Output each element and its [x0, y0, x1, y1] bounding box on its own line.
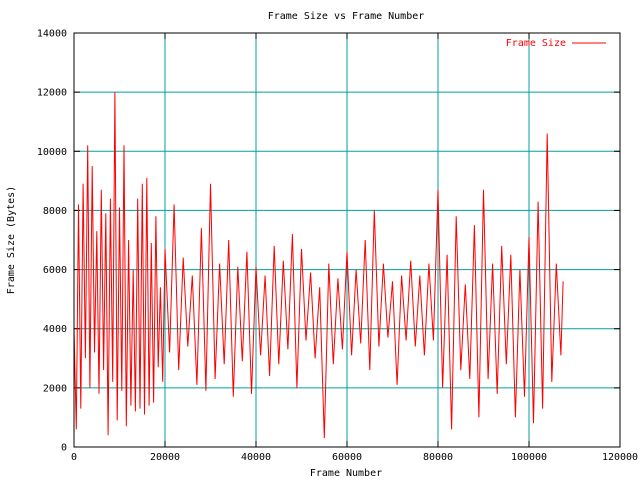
y-tick-label: 12000 — [37, 88, 67, 99]
plot-series — [73, 92, 564, 439]
x-tick-label: 60000 — [332, 452, 362, 463]
y-tick-label: 10000 — [37, 147, 67, 158]
x-tick-label: 80000 — [423, 452, 453, 463]
x-tick-labels: 0 20000 40000 60000 80000 100000 120000 — [71, 452, 638, 463]
chart-title: Frame Size vs Frame Number — [268, 11, 425, 22]
y-tick-labels: 0 2000 4000 6000 8000 10000 12000 14000 — [37, 29, 67, 454]
x-tick-label: 40000 — [241, 452, 271, 463]
series-line-frame-size — [73, 92, 564, 439]
y-tick-label: 0 — [61, 443, 67, 454]
x-tick-label: 20000 — [150, 452, 180, 463]
y-tick-label: 2000 — [43, 383, 67, 394]
y-tick-label: 6000 — [43, 265, 67, 276]
x-tick-label: 100000 — [511, 452, 547, 463]
y-tick-label: 8000 — [43, 206, 67, 217]
y-tick-label: 4000 — [43, 324, 67, 335]
x-tick-label: 120000 — [602, 452, 638, 463]
y-tick-label: 14000 — [37, 29, 67, 40]
x-axis-label: Frame Number — [310, 468, 382, 479]
plot-frame — [73, 32, 621, 448]
y-axis-label: Frame Size (Bytes) — [6, 186, 17, 294]
x-tick-label: 0 — [71, 452, 77, 463]
legend-label: Frame Size — [506, 38, 566, 49]
legend: Frame Size — [506, 38, 606, 49]
